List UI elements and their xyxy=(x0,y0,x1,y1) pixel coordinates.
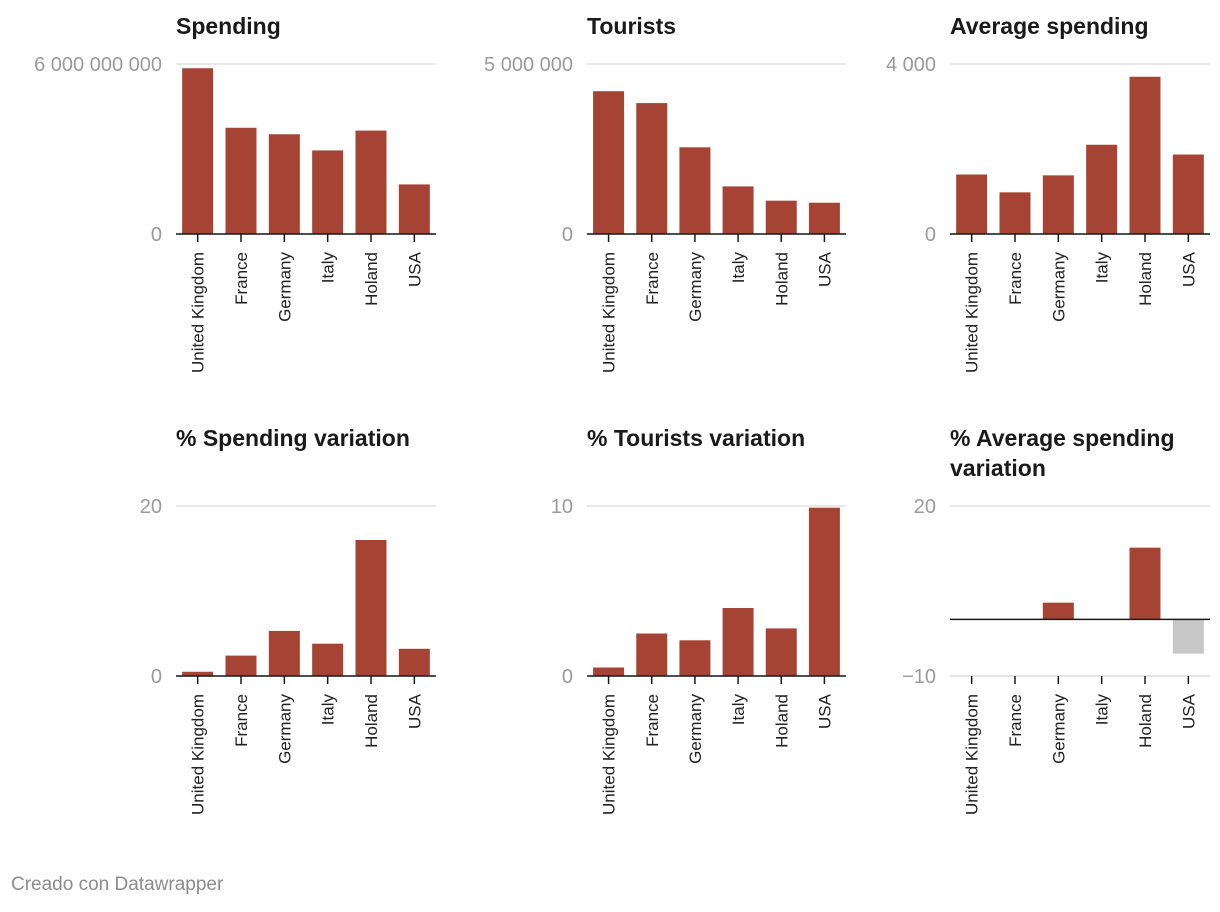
x-tick-label: USA xyxy=(405,251,424,287)
x-tick-label: United Kingdom xyxy=(963,252,982,373)
x-tick-label: USA xyxy=(405,693,424,729)
bar-italy xyxy=(1086,144,1118,234)
y-tick-label: 0 xyxy=(925,224,936,246)
x-tick-label: France xyxy=(232,694,251,747)
bar-italy xyxy=(312,643,344,676)
x-tick-label: Holand xyxy=(772,694,791,748)
x-tick-label: Holand xyxy=(1136,694,1155,748)
bar-germany xyxy=(268,134,300,234)
y-tick-label: 4 000 xyxy=(886,54,936,76)
x-tick-label: Germany xyxy=(686,694,705,764)
bar-germany xyxy=(679,640,711,676)
bar-holand xyxy=(765,628,797,676)
chart-4: % Spending variation 0 20 United Kingdom Fra… xyxy=(140,425,436,815)
x-tick-label: USA xyxy=(815,251,834,287)
x-tick-label: United Kingdom xyxy=(600,694,619,815)
chart-6: % Average spending variation −10 20 United K… xyxy=(902,425,1210,815)
y-tick-label: 0 xyxy=(151,666,162,688)
x-tick-label: Italy xyxy=(729,694,748,726)
footer-credit: Creado con Datawrapper xyxy=(11,874,224,895)
x-tick-label: Italy xyxy=(1093,252,1112,284)
x-tick-label: USA xyxy=(1179,251,1198,287)
x-tick-label: France xyxy=(643,694,662,747)
bar-italy xyxy=(722,608,754,676)
x-tick-label: Holand xyxy=(772,252,791,306)
bar-usa xyxy=(808,202,840,234)
bar-usa xyxy=(1172,154,1204,234)
bar-holand xyxy=(1129,76,1161,234)
x-tick-label: Italy xyxy=(319,694,338,726)
bar-usa xyxy=(398,184,430,234)
bar-france xyxy=(999,192,1031,234)
bar-united-kingdom xyxy=(593,91,625,234)
y-tick-label: 6 000 000 000 xyxy=(34,54,162,76)
x-tick-label: Italy xyxy=(1093,694,1112,726)
bar-usa xyxy=(1172,619,1204,654)
bar-france xyxy=(225,655,257,676)
chart-title: variation xyxy=(950,455,1046,481)
x-tick-label: United Kingdom xyxy=(189,694,208,815)
x-tick-label: USA xyxy=(1179,693,1198,729)
chart-1: Spending 0 6 000 000 000 United Kingdom Fran… xyxy=(34,13,436,373)
y-tick-label: 5 000 000 xyxy=(484,54,573,76)
x-tick-label: United Kingdom xyxy=(189,252,208,373)
chart-title: % Spending variation xyxy=(176,425,410,451)
y-tick-label: 0 xyxy=(562,224,573,246)
bar-france xyxy=(636,633,668,676)
x-tick-label: Germany xyxy=(1049,694,1068,764)
x-tick-label: Italy xyxy=(729,252,748,284)
bar-holand xyxy=(355,540,387,676)
chart-title: % Average spending xyxy=(950,425,1175,451)
bar-united-kingdom xyxy=(182,68,214,234)
bar-germany xyxy=(1042,602,1074,620)
bar-france xyxy=(636,103,668,234)
bar-united-kingdom xyxy=(956,174,988,234)
x-tick-label: Holand xyxy=(362,694,381,748)
y-tick-label: 20 xyxy=(140,496,162,518)
x-tick-label: France xyxy=(1006,252,1025,305)
x-tick-label: United Kingdom xyxy=(963,694,982,815)
chart-title: % Tourists variation xyxy=(587,425,805,451)
bar-holand xyxy=(765,200,797,234)
x-tick-label: Holand xyxy=(1136,252,1155,306)
bar-holand xyxy=(355,130,387,234)
x-tick-label: France xyxy=(232,252,251,305)
x-tick-label: Italy xyxy=(319,252,338,284)
bar-italy xyxy=(722,186,754,234)
chart-title: Spending xyxy=(176,13,281,39)
bar-italy xyxy=(312,150,344,234)
bar-germany xyxy=(679,147,711,234)
chart-5: % Tourists variation 0 10 United Kingdom Fra… xyxy=(551,425,846,815)
x-tick-label: Germany xyxy=(1049,252,1068,322)
x-tick-label: Germany xyxy=(686,252,705,322)
bar-united-kingdom xyxy=(593,667,625,676)
bar-holand xyxy=(1129,547,1161,620)
x-tick-label: France xyxy=(643,252,662,305)
y-tick-label: 0 xyxy=(562,666,573,688)
y-tick-label: −10 xyxy=(902,666,936,688)
bar-usa xyxy=(808,507,840,676)
x-tick-label: Germany xyxy=(275,694,294,764)
chart-2: Tourists 0 5 000 000 United Kingdom France Ge… xyxy=(484,13,846,373)
x-tick-label: USA xyxy=(815,693,834,729)
bar-usa xyxy=(398,648,430,676)
bar-germany xyxy=(268,630,300,676)
bar-france xyxy=(225,127,257,234)
chart-title: Tourists xyxy=(587,13,676,39)
bar-germany xyxy=(1042,175,1074,234)
chart-3: Average spending 0 4 000 United Kingdom Fran… xyxy=(886,13,1210,373)
x-tick-label: Germany xyxy=(275,252,294,322)
chart-title: Average spending xyxy=(950,13,1149,39)
bar-united-kingdom xyxy=(182,671,214,676)
y-tick-label: 0 xyxy=(151,224,162,246)
x-tick-label: France xyxy=(1006,694,1025,747)
y-tick-label: 10 xyxy=(551,496,573,518)
x-tick-label: United Kingdom xyxy=(600,252,619,373)
y-tick-label: 20 xyxy=(914,496,936,518)
x-tick-label: Holand xyxy=(362,252,381,306)
